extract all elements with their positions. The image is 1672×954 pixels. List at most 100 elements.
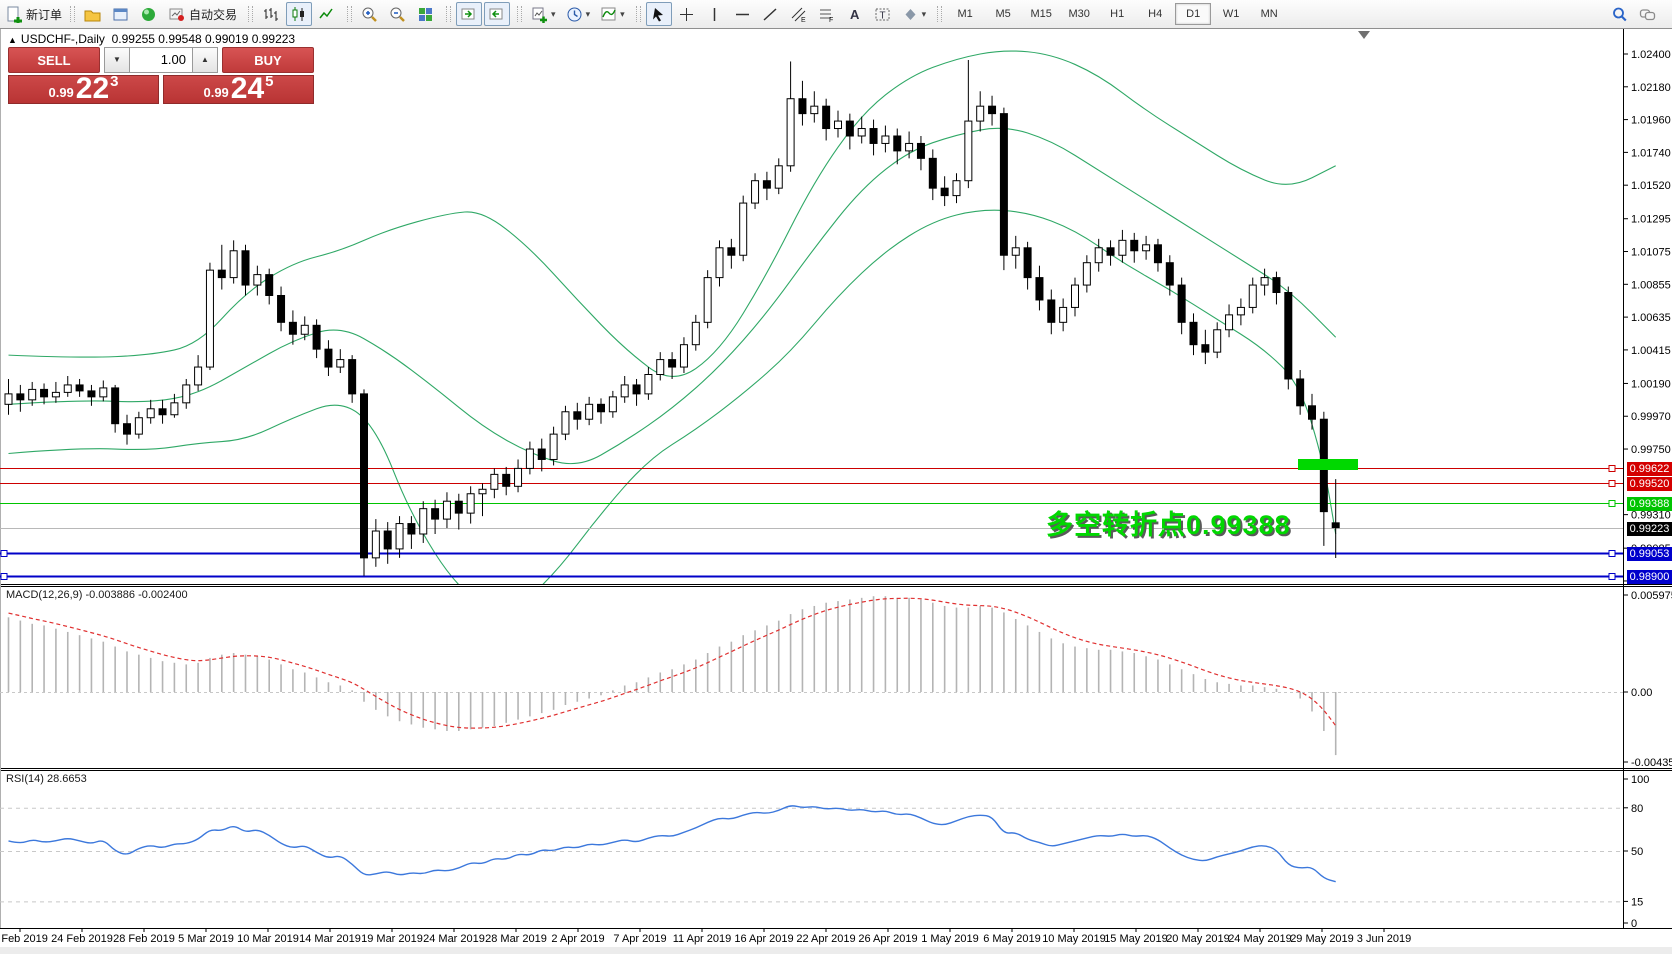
svg-text:24 Mar 2019: 24 Mar 2019: [423, 933, 485, 945]
level-line-0.99053[interactable]: [0, 550, 1623, 557]
svg-text:0.005975: 0.005975: [1631, 590, 1672, 602]
buy-price-box[interactable]: 0.99 24 5: [163, 73, 314, 104]
bollinger-lower-band: [8, 209, 1337, 584]
svg-text:10 Mar 2019: 10 Mar 2019: [237, 933, 299, 945]
horizontal-line-button[interactable]: [730, 2, 756, 26]
one-click-trading-panel: SELL ▼ 1.00 ▲ BUY 0.99 22 3 0.99 24 5: [8, 47, 314, 104]
svg-text:28 Mar 2019: 28 Mar 2019: [485, 933, 547, 945]
zoom-in-button[interactable]: [357, 2, 383, 26]
svg-text:5 Mar 2019: 5 Mar 2019: [178, 933, 234, 945]
volume-decrease-button[interactable]: ▼: [104, 47, 130, 73]
svg-text:1.02400: 1.02400: [1631, 49, 1671, 61]
sell-price-box[interactable]: 0.99 22 3: [8, 72, 159, 105]
svg-text:1.01520: 1.01520: [1631, 180, 1671, 192]
vertical-line-button[interactable]: [702, 2, 728, 26]
svg-text:22 Apr 2019: 22 Apr 2019: [796, 933, 855, 945]
timeframe-button-h4[interactable]: H4: [1148, 8, 1163, 20]
svg-text:19 Mar 2019: 19 Mar 2019: [361, 933, 423, 945]
search-button[interactable]: [1607, 2, 1633, 26]
terminal-button[interactable]: [108, 2, 134, 26]
chat-button[interactable]: [1635, 2, 1661, 26]
indicators-button[interactable]: ▾: [596, 2, 629, 26]
zoom-out-icon: [389, 6, 407, 23]
volume-increase-button[interactable]: ▲: [192, 47, 218, 73]
level-line-0.99388[interactable]: [0, 500, 1623, 507]
signals-button[interactable]: [136, 2, 162, 26]
candlestick-button[interactable]: [286, 2, 313, 26]
svg-text:0.99970: 0.99970: [1631, 411, 1671, 423]
channel-button[interactable]: E: [786, 2, 812, 26]
new-order-button[interactable]: 新订单: [1, 2, 66, 26]
buy-price-sup: 5: [265, 73, 274, 90]
sell-price-big: 22: [75, 72, 110, 105]
new-chart-group: ▾ ▾ ▾: [514, 0, 633, 28]
turning-point-annotation[interactable]: 多空转折点0.99388: [1046, 510, 1291, 540]
level-line-0.99520[interactable]: [0, 480, 1623, 487]
text-button[interactable]: A: [842, 2, 868, 26]
timeframe-button-h1[interactable]: H1: [1110, 8, 1125, 20]
text-label-button[interactable]: T: [870, 2, 896, 26]
chevron-down-icon: ▾: [620, 8, 625, 19]
macd-signal-line: [8, 597, 1337, 729]
autotrade-label: 自动交易: [189, 7, 238, 22]
period-button[interactable]: ▾: [562, 2, 595, 26]
svg-text:F: F: [829, 17, 833, 23]
fibonacci-icon: F: [818, 6, 836, 23]
svg-text:20 May 2019: 20 May 2019: [1166, 933, 1230, 945]
tile-windows-button[interactable]: [413, 2, 439, 26]
cursor-icon: [650, 6, 668, 23]
sell-price-small: 0.99: [48, 85, 74, 100]
svg-text:100: 100: [1631, 774, 1649, 786]
timeframe-button-m5[interactable]: M5: [995, 8, 1011, 20]
sell-button[interactable]: SELL: [8, 47, 100, 73]
level-line-0.98900[interactable]: [0, 573, 1623, 580]
price-label-0.99520: 0.99520: [1627, 476, 1672, 491]
svg-text:11 Apr 2019: 11 Apr 2019: [673, 933, 732, 945]
auto-scroll-button[interactable]: [456, 2, 483, 26]
bar-chart-icon: [262, 6, 280, 23]
price-label-0.99388: 0.99388: [1627, 496, 1672, 511]
crosshair-button[interactable]: [674, 2, 700, 26]
bar-chart-button[interactable]: [258, 2, 284, 26]
svg-text:T: T: [879, 10, 885, 21]
svg-text:1.01075: 1.01075: [1631, 247, 1671, 259]
profiles-button[interactable]: [80, 2, 106, 26]
fibonacci-button[interactable]: F: [814, 2, 840, 26]
autotrade-button[interactable]: 自动交易: [164, 2, 241, 26]
new-chart-button[interactable]: ▾: [527, 2, 560, 26]
timeframe-button-m15[interactable]: M15: [1030, 8, 1052, 20]
chevron-down-icon: ▾: [585, 8, 591, 19]
svg-text:0: 0: [1631, 918, 1637, 930]
line-chart-button[interactable]: [314, 2, 340, 26]
svg-text:24 Feb 2019: 24 Feb 2019: [51, 933, 113, 945]
svg-text:1.00635: 1.00635: [1631, 312, 1671, 324]
timeframe-button-m30[interactable]: M30: [1068, 8, 1090, 20]
cursor-button[interactable]: [645, 2, 672, 26]
chart-shift-button[interactable]: [484, 2, 511, 26]
zoom-out-button[interactable]: [385, 2, 411, 26]
chart-shift-marker[interactable]: [1358, 31, 1370, 39]
turning-point-highlight-bar[interactable]: [1298, 459, 1358, 470]
buy-button[interactable]: BUY: [222, 47, 314, 73]
service-group: 自动交易: [67, 0, 245, 28]
timeframe-button-mn[interactable]: MN: [1260, 8, 1278, 20]
volume-input[interactable]: 1.00: [130, 47, 192, 73]
zoom-group: [344, 0, 443, 28]
timeframe-button-w1[interactable]: W1: [1222, 8, 1240, 20]
timeframe-button-d1[interactable]: D1: [1175, 3, 1212, 25]
candles: [4, 59, 1340, 576]
ohlc-values: 0.99255 0.99548 0.99019 0.99223: [111, 32, 296, 46]
chart-header: ▲ USDCHF-,Daily 0.99255 0.99548 0.99019 0…: [8, 32, 295, 46]
trendline-button[interactable]: [758, 2, 784, 26]
expander-icon[interactable]: ▲: [8, 35, 17, 45]
arrange-group: [443, 0, 514, 28]
timeframe-button-m1[interactable]: M1: [957, 8, 973, 20]
shapes-button[interactable]: ▾: [898, 2, 931, 26]
svg-text:15: 15: [1631, 896, 1643, 908]
level-line-0.99622[interactable]: [0, 465, 1623, 472]
cascade-icon: [488, 6, 506, 23]
macd-panel: 0.005975 0.00 -0.004355: [0, 590, 1672, 769]
